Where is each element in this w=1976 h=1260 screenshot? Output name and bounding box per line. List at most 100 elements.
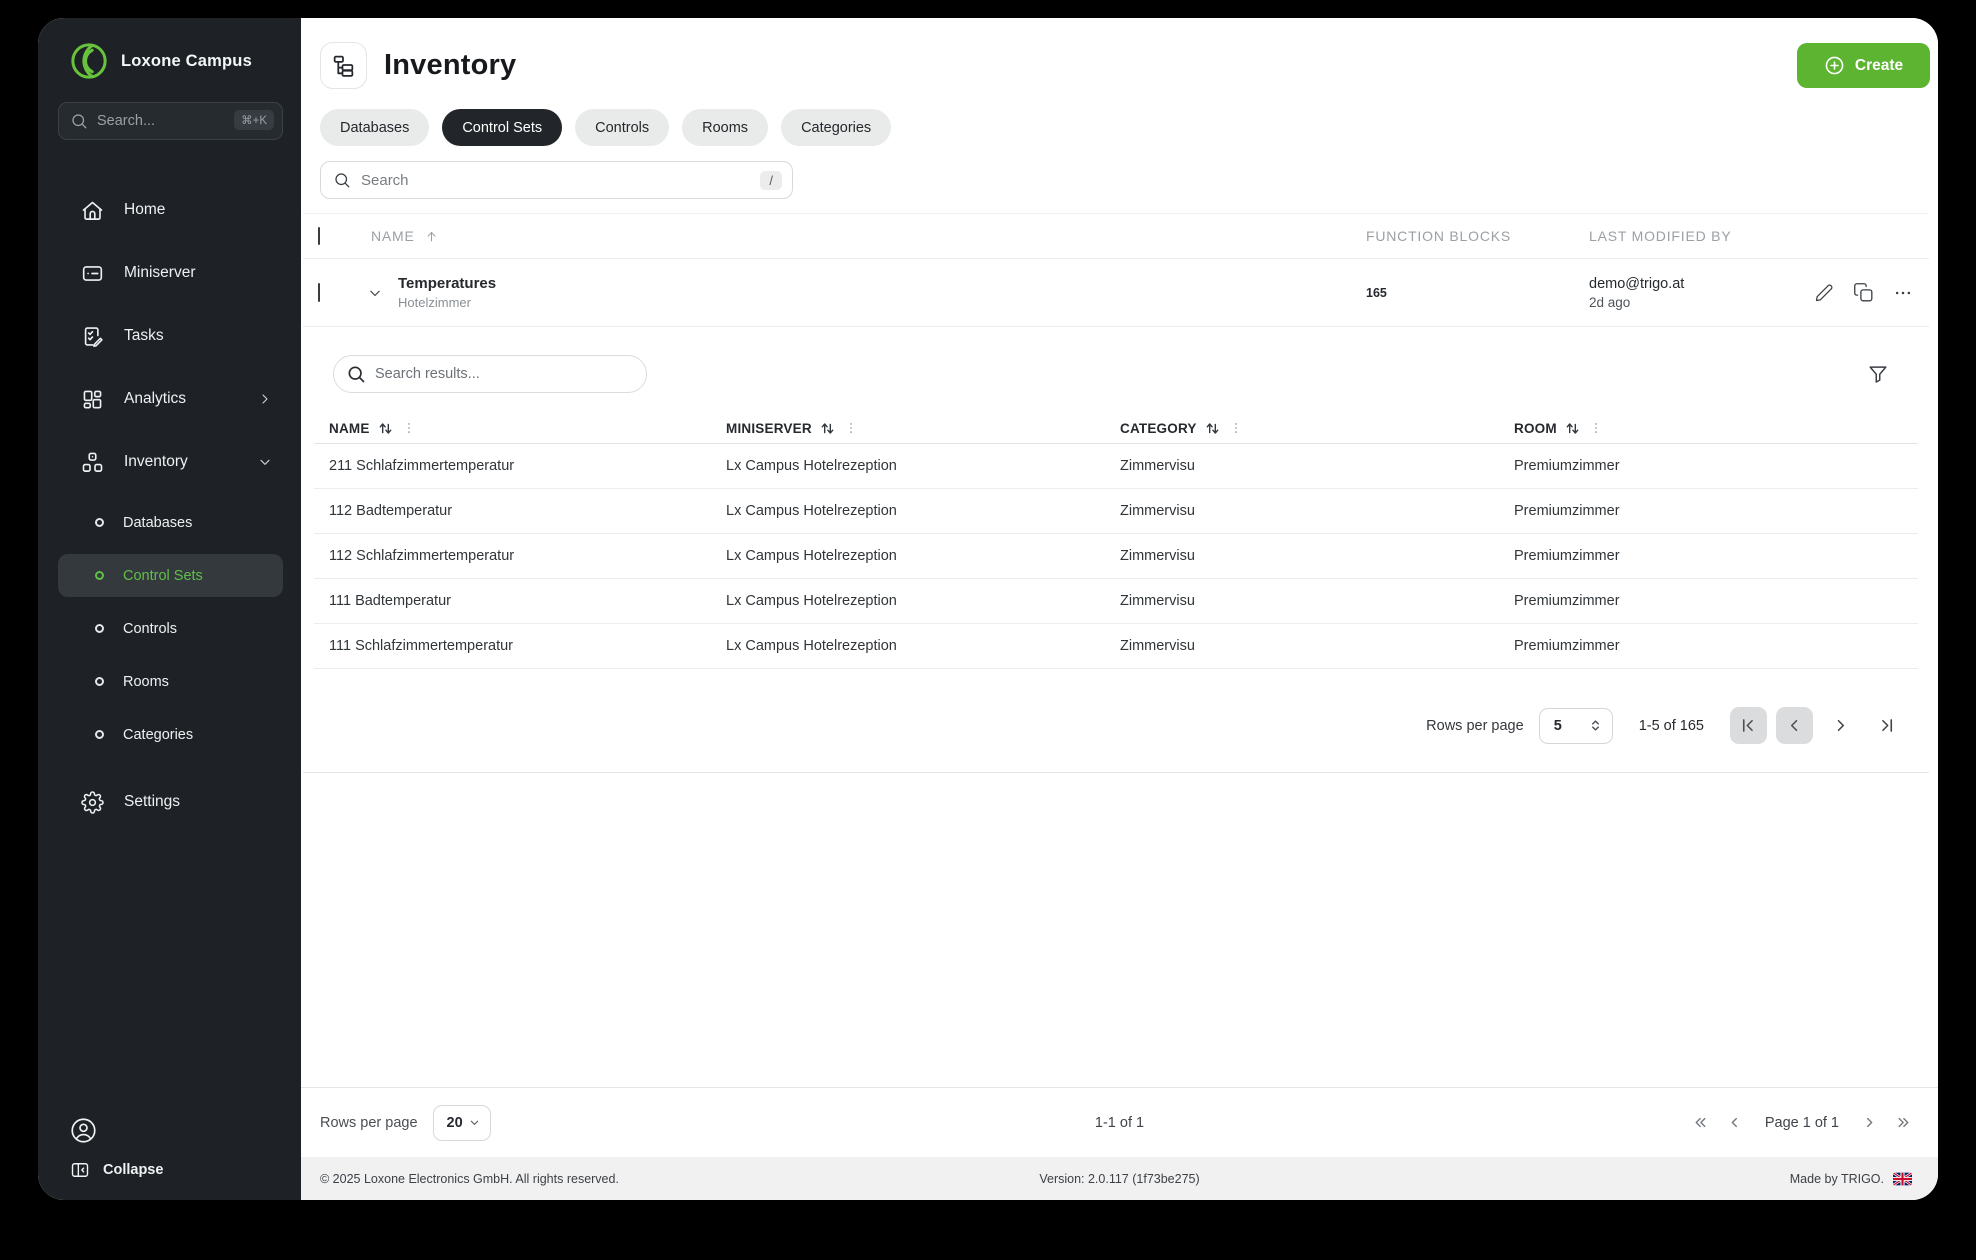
column-header-function-blocks[interactable]: FUNCTION BLOCKS: [1366, 228, 1512, 244]
more-actions-icon[interactable]: [1893, 283, 1913, 303]
sidebar-item-home[interactable]: Home: [58, 186, 283, 234]
table-row[interactable]: Temperatures Hotelzimmer 165 demo@trigo.…: [303, 259, 1929, 327]
column-menu-icon[interactable]: [1589, 421, 1603, 435]
sidebar-footer: Collapse: [58, 1117, 283, 1180]
tasks-icon: [81, 325, 104, 348]
table-search-input[interactable]: [361, 171, 751, 189]
sidebar-item-tasks[interactable]: Tasks: [58, 312, 283, 360]
chevron-up-down-icon: [1589, 718, 1602, 733]
expand-chevron-down-icon[interactable]: [366, 284, 384, 302]
control-set-room: Hotelzimmer: [398, 295, 471, 310]
sidebar-item-label: Settings: [124, 793, 181, 810]
last-page-button[interactable]: [1895, 1114, 1912, 1131]
sort-icon[interactable]: [1565, 421, 1580, 436]
pagination-range: 1-5 of 165: [1638, 717, 1704, 734]
control-sets-table: NAME FUNCTION BLOCKS LAST MODIFIED BY Te: [303, 213, 1929, 773]
bullet-icon: [95, 518, 104, 527]
collapse-label: Collapse: [103, 1162, 164, 1178]
controls-inner-table: NAME MINISERVER CATEGORY: [314, 413, 1918, 669]
sidebar-item-label: Controls: [123, 620, 177, 637]
bullet-icon: [95, 677, 104, 686]
sort-icon[interactable]: [820, 421, 835, 436]
column-header-name[interactable]: NAME: [329, 420, 370, 436]
last-page-button[interactable]: [1868, 707, 1905, 744]
made-by-text: Made by TRIGO.: [1789, 1171, 1884, 1186]
filter-funnel-icon[interactable]: [1867, 363, 1889, 385]
function-blocks-count: 165: [1366, 285, 1387, 300]
list-item[interactable]: 112 Schlafzimmertemperatur Lx Campus Hot…: [314, 534, 1918, 579]
list-item[interactable]: 211 Schlafzimmertemperatur Lx Campus Hot…: [314, 444, 1918, 489]
sidebar-item-settings[interactable]: Settings: [58, 778, 283, 826]
sort-icon[interactable]: [1205, 421, 1220, 436]
search-icon: [346, 364, 366, 384]
search-shortcut-badge: ⌘+K: [234, 110, 274, 130]
first-page-button[interactable]: [1692, 1114, 1709, 1131]
inventory-page-icon: [320, 42, 367, 89]
sidebar-item-inventory[interactable]: Inventory: [58, 438, 283, 486]
edit-pencil-icon[interactable]: [1814, 283, 1834, 303]
miniserver-icon: [81, 262, 104, 285]
column-header-last-modified-by[interactable]: LAST MODIFIED BY: [1589, 228, 1732, 244]
page-indicator: Page 1 of 1: [1764, 1114, 1839, 1131]
sidebar-item-rooms[interactable]: Rooms: [58, 660, 283, 703]
column-header-miniserver[interactable]: MINISERVER: [726, 420, 812, 436]
list-item[interactable]: 111 Badtemperatur Lx Campus Hotelrezepti…: [314, 579, 1918, 624]
previous-page-button[interactable]: [1776, 707, 1813, 744]
table-header-row: NAME FUNCTION BLOCKS LAST MODIFIED BY: [303, 213, 1929, 259]
create-button[interactable]: Create: [1797, 43, 1930, 88]
brand-name: Loxone Campus: [121, 51, 252, 70]
column-menu-icon[interactable]: [402, 421, 416, 435]
uk-flag-icon[interactable]: [1893, 1171, 1912, 1186]
sidebar-item-categories[interactable]: Categories: [58, 713, 283, 756]
bullet-icon: [95, 730, 104, 739]
results-search-input[interactable]: [333, 355, 647, 393]
next-page-button[interactable]: [1822, 707, 1859, 744]
row-checkbox[interactable]: [318, 282, 320, 302]
next-page-button[interactable]: [1861, 1114, 1878, 1131]
sidebar-item-control-sets[interactable]: Control Sets: [58, 554, 283, 597]
avatar-icon[interactable]: [70, 1117, 283, 1144]
column-header-name[interactable]: NAME: [371, 228, 415, 244]
column-header-room[interactable]: ROOM: [1514, 420, 1557, 436]
sidebar-item-miniserver[interactable]: Miniserver: [58, 249, 283, 297]
sidebar-item-analytics[interactable]: Analytics: [58, 375, 283, 423]
sidebar-item-controls[interactable]: Controls: [58, 607, 283, 650]
copyright-text: © 2025 Loxone Electronics GmbH. All righ…: [320, 1171, 619, 1186]
tab-control-sets[interactable]: Control Sets: [442, 109, 563, 146]
page-title: Inventory: [384, 49, 517, 81]
tab-categories[interactable]: Categories: [781, 109, 892, 146]
tab-controls[interactable]: Controls: [575, 109, 670, 146]
sidebar-item-label: Home: [124, 201, 166, 218]
sidebar-item-databases[interactable]: Databases: [58, 501, 283, 544]
rows-per-page-select[interactable]: 5: [1538, 707, 1613, 744]
first-page-button[interactable]: [1730, 707, 1767, 744]
list-item[interactable]: 111 Schlafzimmertemperatur Lx Campus Hot…: [314, 624, 1918, 669]
control-set-name: Temperatures: [398, 275, 497, 292]
select-all-checkbox[interactable]: [318, 227, 320, 245]
collapse-button[interactable]: Collapse: [70, 1160, 283, 1180]
rows-per-page-select[interactable]: 20: [432, 1104, 491, 1141]
previous-page-button[interactable]: [1726, 1114, 1743, 1131]
sidebar: Loxone Campus ⌘+K Home: [38, 18, 301, 1200]
column-menu-icon[interactable]: [844, 421, 858, 435]
create-label: Create: [1854, 56, 1904, 74]
app-footer: © 2025 Loxone Electronics GmbH. All righ…: [301, 1157, 1938, 1200]
tab-rooms[interactable]: Rooms: [682, 109, 769, 146]
table-search[interactable]: /: [320, 161, 793, 199]
sidebar-item-label: Tasks: [124, 327, 164, 344]
main-content: Inventory Create Databases Control Sets …: [301, 18, 1938, 1200]
app-window: Loxone Campus ⌘+K Home: [38, 18, 1938, 1200]
home-icon: [81, 199, 104, 222]
column-menu-icon[interactable]: [1229, 421, 1243, 435]
modified-by-email: demo@trigo.at: [1589, 275, 1685, 292]
pagination-range: 1-1 of 1: [1094, 1114, 1145, 1131]
page-header: Inventory Create: [320, 42, 1930, 89]
sort-icon[interactable]: [378, 421, 393, 436]
tab-databases[interactable]: Databases: [320, 109, 430, 146]
column-header-category[interactable]: CATEGORY: [1120, 420, 1197, 436]
duplicate-copy-icon[interactable]: [1853, 282, 1874, 303]
list-item[interactable]: 112 Badtemperatur Lx Campus Hotelrezepti…: [314, 489, 1918, 534]
sidebar-item-label: Categories: [123, 726, 194, 743]
sidebar-search[interactable]: ⌘+K: [58, 102, 283, 140]
results-search[interactable]: [333, 355, 647, 393]
